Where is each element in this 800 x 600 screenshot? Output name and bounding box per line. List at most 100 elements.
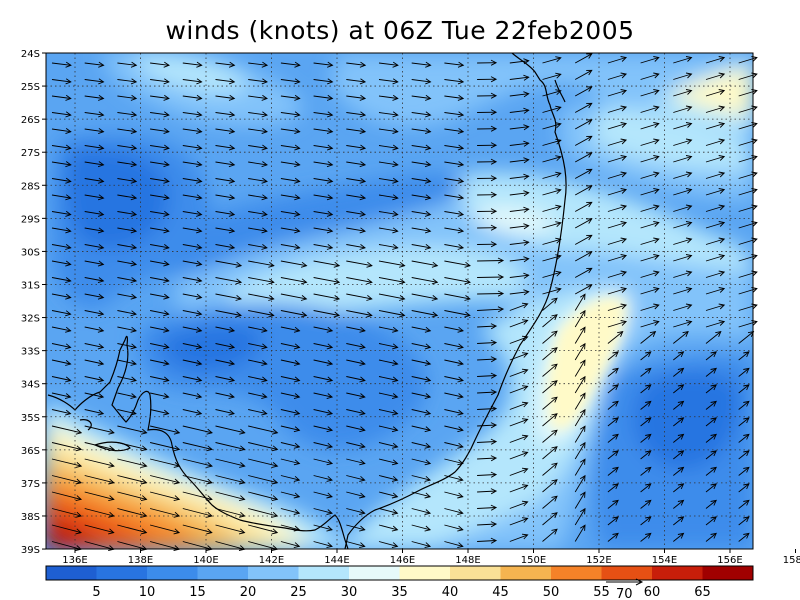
lat-label: 31S: [21, 280, 40, 291]
wind-arrow: [117, 376, 137, 383]
latitude-axis: 24S 25S 26S 27S 28S 29S 30S 31S 32S 33S 34S 35S 36S 3…: [21, 49, 46, 556]
wind-arrow: [673, 384, 685, 394]
wind-arrow: [673, 532, 685, 542]
wind-arrow: [378, 508, 399, 515]
wind-arrow: [705, 320, 726, 328]
wind-arrow: [378, 293, 406, 301]
wind-arrow: [640, 532, 652, 542]
wind-arrow: [248, 359, 268, 366]
wind-speed-field: [46, 53, 753, 549]
wind-arrow: [346, 194, 367, 201]
wind-arrow: [705, 400, 717, 410]
wind-arrow: [248, 425, 279, 435]
wind-arrow: [84, 376, 105, 383]
wind-arrow: [248, 177, 268, 184]
wind-arrow: [313, 177, 334, 184]
lon-label: 150E: [521, 555, 546, 566]
wind-arrow: [607, 270, 628, 278]
wind-arrow: [248, 491, 279, 502]
wind-arrow: [673, 483, 685, 493]
wind-arrow: [574, 251, 593, 262]
wind-arrow: [705, 417, 717, 427]
colorbar-swatch: [450, 566, 501, 580]
wind-arrow: [509, 124, 530, 131]
wind-arrow: [705, 270, 726, 278]
wind-arrow: [640, 450, 652, 460]
wind-arrow: [378, 458, 399, 466]
wind-arrow: [117, 392, 137, 400]
wind-arrow: [248, 326, 268, 333]
wind-arrow: [346, 260, 373, 268]
wind-arrow: [738, 433, 750, 443]
wind-arrow: [640, 367, 652, 377]
wind-arrow: [313, 343, 334, 350]
wind-arrow: [509, 418, 529, 427]
wind-arrow: [509, 302, 529, 311]
wind-arrow: [346, 376, 366, 383]
wind-arrow: [542, 495, 558, 509]
lat-label: 38S: [21, 512, 40, 523]
wind-arrow: [509, 140, 530, 147]
wind-arrow: [313, 508, 333, 515]
wind-arrow: [378, 94, 399, 101]
wind-arrow: [411, 409, 432, 416]
wind-arrow: [117, 508, 148, 518]
wind-arrow: [607, 122, 628, 130]
colorbar-swatch: [349, 566, 400, 580]
colorbar-label: 10: [139, 585, 156, 600]
wind-arrow: [640, 204, 660, 212]
wind-arrow: [705, 138, 726, 146]
wind-arrow: [705, 204, 726, 212]
wind-arrow: [640, 155, 660, 163]
wind-arrow: [84, 61, 105, 68]
wind-arrow: [51, 260, 72, 267]
wind-arrow: [574, 69, 593, 80]
wind-arrow: [607, 367, 619, 377]
wind-arrow: [182, 277, 203, 284]
wind-arrow: [313, 359, 334, 366]
wind-arrow: [542, 512, 558, 526]
wind-arrow: [444, 425, 464, 433]
wind-arrow: [248, 293, 275, 301]
wind-arrow: [215, 491, 246, 502]
longitude-axis: 136E 138E 140E 142E 144E 146E 148E 150E 152E 154E…: [62, 549, 800, 566]
wind-arrow: [378, 326, 399, 333]
wind-arrow: [607, 237, 628, 245]
wind-arrow: [150, 310, 170, 317]
wind-arrow: [509, 157, 530, 164]
colorbar-swatch: [702, 566, 754, 580]
wind-arrow: [280, 458, 301, 466]
wind-arrow: [607, 483, 619, 493]
wind-arrow: [640, 466, 652, 476]
wind-arrow: [248, 343, 268, 350]
wind-arrow: [542, 287, 562, 295]
wind-arrow: [150, 194, 170, 201]
reference-vector-label: 70: [616, 587, 633, 600]
wind-arrow: [215, 392, 235, 400]
wind-arrow: [673, 466, 685, 476]
wind-arrow: [248, 409, 268, 416]
lat-label: 39S: [21, 545, 40, 556]
wind-arrow: [542, 396, 558, 410]
wind-arrow: [51, 177, 72, 184]
wind-arrow: [378, 244, 399, 250]
wind-arrow: [574, 507, 586, 526]
wind-arrow: [673, 433, 685, 443]
wind-arrow: [705, 221, 726, 229]
wind-arrow: [150, 277, 170, 284]
wind-arrow: [117, 475, 148, 485]
wind-arrow: [280, 210, 301, 217]
wind-arrow: [444, 161, 465, 168]
wind-arrow: [346, 491, 366, 499]
wind-arrow: [182, 425, 213, 435]
wind-arrow: [215, 144, 236, 151]
wind-arrow: [542, 363, 558, 377]
colorbar-label: 15: [189, 585, 206, 600]
wind-arrow: [444, 326, 464, 333]
wind-arrow: [51, 475, 83, 485]
wind-arrow: [477, 471, 498, 478]
wind-arrow: [574, 524, 586, 542]
wind-arrow: [542, 528, 558, 542]
wind-arrow: [673, 72, 693, 80]
lat-lon-grid: [46, 53, 753, 549]
